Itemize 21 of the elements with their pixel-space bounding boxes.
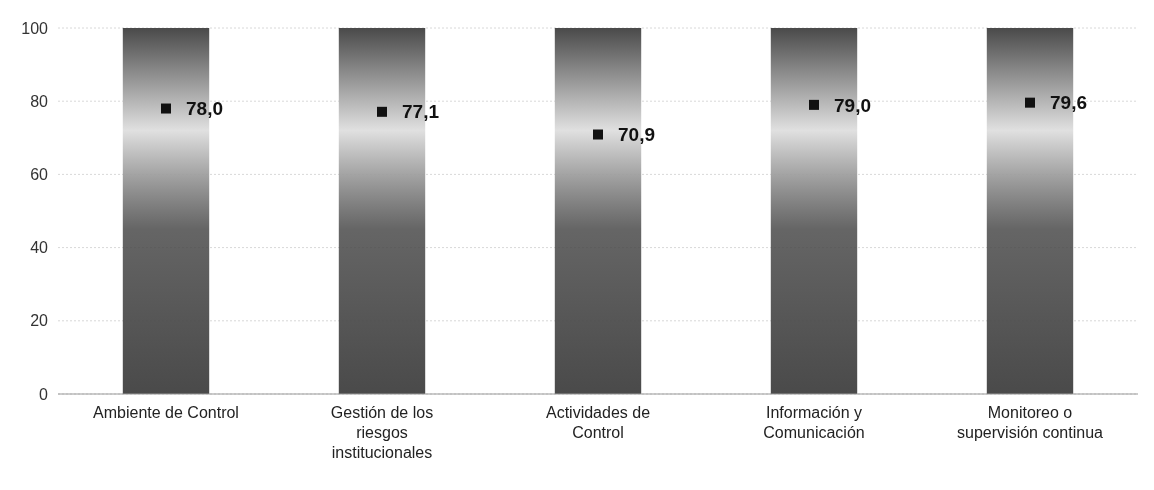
y-tick-label: 60 [30, 166, 49, 183]
x-tick-label: Monitoreo o supervisión continua [957, 404, 1104, 441]
data-label: 78,0 [186, 98, 223, 120]
y-tick-label: 80 [30, 92, 49, 110]
x-tick-label: Actividades de Control [545, 404, 651, 441]
point [377, 106, 387, 117]
data-label: 79,6 [1050, 92, 1087, 114]
y-tick-label: 0 [39, 385, 49, 403]
y-tick-label: 40 [30, 239, 49, 257]
data-label: 70,9 [618, 124, 655, 146]
x-tick-label: Ambiente de Control [93, 404, 239, 421]
x-tick-label: Información y Comunicación [763, 404, 865, 441]
point [809, 99, 819, 110]
point [161, 103, 171, 114]
point [593, 129, 603, 140]
y-tick-label: 20 [30, 312, 49, 330]
x-tick-label: Gestión de los riesgos institucionales [330, 404, 434, 461]
data-label: 77,1 [402, 101, 440, 123]
data-label: 79,0 [834, 94, 871, 116]
y-tick-label: 100 [21, 19, 49, 37]
point [1025, 97, 1035, 108]
